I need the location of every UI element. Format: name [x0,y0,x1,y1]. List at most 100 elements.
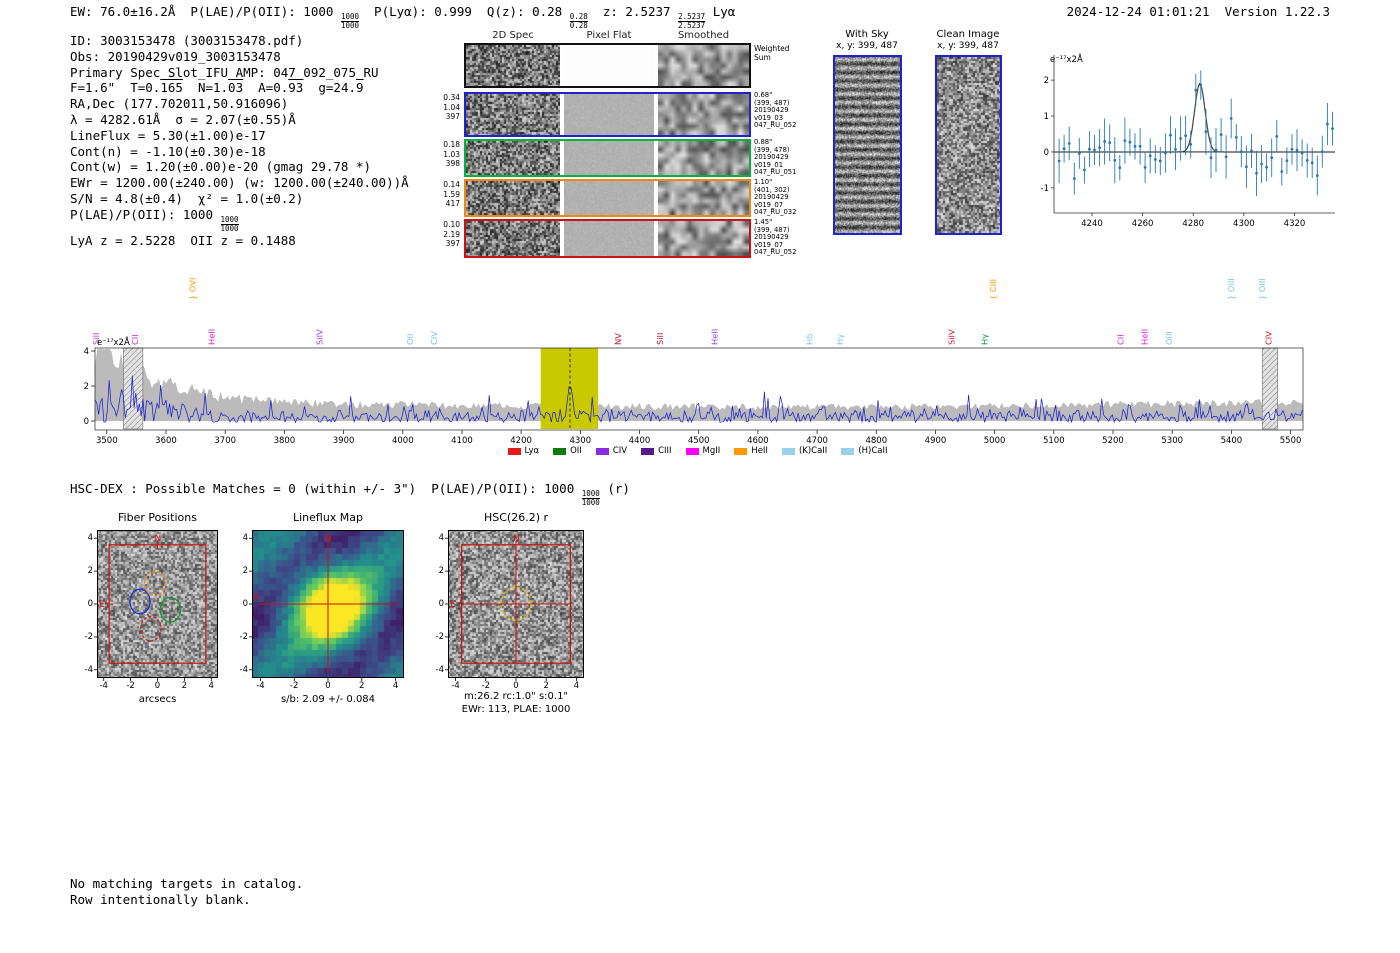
svg-text:5400: 5400 [1221,436,1243,446]
svg-text:4320: 4320 [1284,219,1306,229]
footer-note: No matching targets in catalog. Row inte… [70,876,303,907]
svg-text:NV: NV [613,333,623,345]
y-tick-label: 2 [87,566,93,577]
info-line: RA,Dec (177.702011,50.916096) [70,96,289,112]
y-tick-label: 0 [242,599,248,609]
info-line: P(LAE)/P(OII): 1000 1000 1000 [70,206,239,233]
clean-image-coords: x, y: 399, 487 [937,41,999,51]
y-tick-label: 0 [87,599,93,609]
legend-item: (H)CaII [841,446,888,456]
legend-item: OII [553,446,582,456]
legend-label: Lyα [524,446,540,456]
legend-swatch [685,447,699,455]
hsc-title: HSC(26.2) r [483,511,549,524]
cutout-row-right-info: 1.10" (401, 302) 20190429 v019_07 047_RU_032 [754,178,797,216]
legend-item: CIII [641,446,672,456]
cutout-row-fiber [464,139,751,177]
legend-item: (K)CaII [781,446,827,456]
fraction: 1000 1000 [340,12,359,30]
svg-text:5000: 5000 [984,436,1006,446]
svg-text:4000: 4000 [392,436,414,446]
info-line: LyA z = 2.5228 OII z = 0.1488 [70,232,296,248]
svg-text:e⁻¹⁷x2Å: e⁻¹⁷x2Å [97,336,130,348]
x-tick-label: -4 [451,681,460,691]
svg-text:4700: 4700 [806,436,828,446]
x-tick-label: -2 [126,681,135,691]
lineflux-map-title: Lineflux Map [292,511,364,524]
svg-text:-1: -1 [1041,184,1049,194]
legend-label: CIV [612,446,628,456]
cutout-smoothed-canvas [658,221,749,256]
compass-north-label: N [155,534,162,544]
y-tick-label: 4 [87,533,93,544]
with-sky-coords: x, y: 399, 487 [836,41,898,51]
cutout-row-left-values: 0.14 1.59 417 [443,180,460,208]
svg-text:Hδ: Hδ [804,334,814,345]
info-block: ID: 3003153478 (3003153478.pdf) Obs: 2019… [70,33,409,248]
svg-text:SiIV: SiIV [946,329,956,345]
x-tick-label: -4 [99,681,108,691]
svg-text:4240: 4240 [1081,219,1103,229]
hsc-match-line: HSC-DEX : Possible Matches = 0 (within +… [70,481,630,507]
svg-text:HeII: HeII [207,329,217,345]
with-sky-canvas [835,57,900,233]
cutout-smoothed-canvas [658,141,749,175]
svg-text:0: 0 [1044,148,1049,158]
lineflux-map-plot: N E -4 -4 -2 -2 0 0 2 2 4 4 [240,530,404,691]
svg-text:2: 2 [1044,76,1049,86]
clean-image-canvas [937,57,1000,233]
flux-errorbar-points [1057,70,1334,196]
cutout-pixelflat-canvas [564,94,654,135]
legend-label: MgII [702,446,721,456]
y-tick-label: 4 [242,533,248,544]
svg-text:SiII: SiII [655,333,665,345]
y-tick-label: -4 [435,664,444,675]
fraction: 2.5237 2.5237 [678,12,706,30]
col-header-pixel-flat: Pixel Flat [586,30,632,41]
x-tick-label: -2 [289,681,299,691]
full-spectrum-plot: 0 2 4 3500 3600 3700 3800 3900 4000 4100 4200 4300 4… [60,268,1345,448]
svg-text:CIV: CIV [1264,331,1274,345]
svg-text:4800: 4800 [865,436,887,446]
svg-text:OII: OII [405,334,415,345]
x-tick-label: 0 [154,681,161,691]
hsc-sublabel1: m:26.2 rc:1.0" s:0.1" [463,691,569,702]
y-tick-label: -4 [84,664,93,675]
svg-text:4900: 4900 [925,436,947,446]
with-sky-title: With Sky [845,29,889,40]
col-header-2d-spec: 2D Spec [492,30,534,41]
cutout-pixelflat-canvas [564,181,654,215]
svg-text:} OIII: } OIII [1226,278,1236,300]
fraction: 1000 1000 [581,489,600,507]
svg-text:4600: 4600 [747,436,769,446]
svg-text:3900: 3900 [333,436,355,446]
x-tick-label: 4 [208,681,214,691]
fiber-circle [129,588,151,615]
gaussian-fit-curve [1054,82,1335,153]
cutout-row-left-values: 0.10 2.19 397 [443,220,460,248]
info-line: Cont(n) = -1.10(±0.30)e-18 [70,143,266,159]
svg-text:4200: 4200 [510,436,532,446]
ifu-boundary-box [108,544,207,664]
cutout-2dspec-canvas [466,141,560,175]
x-tick-label: 0 [325,681,331,691]
with-sky-image [833,55,902,235]
cutout-2dspec-canvas [466,221,560,256]
lineflux-sublabel: s/b: 2.09 +/- 0.084 [280,694,376,705]
fiber-xlabel: arcsecs [138,694,177,705]
emission-highlight-band [540,348,599,429]
fraction: 0.28 0.28 [569,12,588,30]
footer-line-2: Row intentionally blank. [70,891,251,907]
cutout-pixelflat-canvas [564,141,654,175]
footer-line-1: No matching targets in catalog. [70,876,304,891]
svg-text:HeII: HeII [710,329,720,345]
info-line: ID: 3003153478 (3003153478.pdf) [70,33,304,48]
svg-text:SiIV: SiIV [314,329,324,345]
svg-text:5100: 5100 [1043,436,1065,446]
zoom-spectrum-plot: -1 0 1 2 4240 4260 4280 4300 4320 e⁻¹⁷x2Å [1028,45,1343,235]
x-tick-label: -4 [256,681,265,691]
cutout-2dspec-canvas [466,45,560,86]
header-datetime-version: 2024-12-24 01:01:21 Version 1.22.3 [1066,4,1330,19]
